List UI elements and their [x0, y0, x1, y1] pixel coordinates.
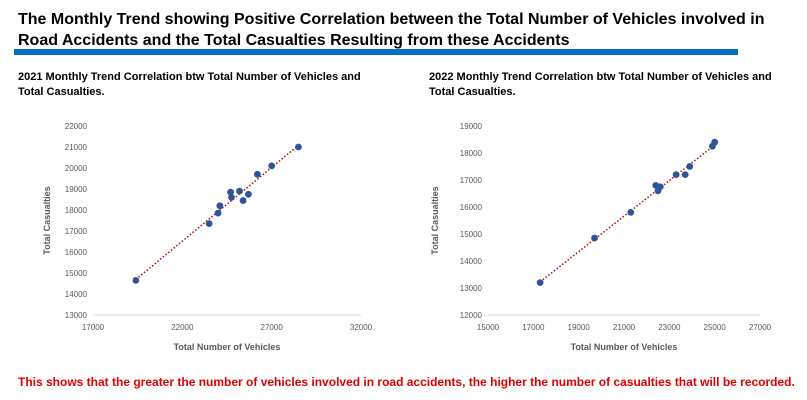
data-point [132, 276, 140, 284]
data-point [253, 170, 261, 178]
data-point [627, 209, 635, 216]
data-point [686, 163, 694, 170]
data-point [216, 202, 224, 210]
data-point [681, 171, 689, 179]
chart-title-2021: 2021 Monthly Trend Correlation btw Total… [18, 71, 361, 98]
x-tick-label: 25000 [704, 323, 727, 332]
x-tick-label: 19000 [568, 323, 591, 332]
chart-title-2022: 2022 Monthly Trend Correlation btw Total… [429, 71, 772, 98]
y-tick-label: 22000 [65, 122, 88, 131]
data-point [245, 190, 252, 198]
data-point [239, 197, 247, 204]
footer-note: This shows that the greater the number o… [18, 375, 795, 389]
y-tick-label: 18000 [460, 149, 483, 158]
data-point [711, 138, 719, 146]
x-tick-label: 17000 [82, 323, 105, 332]
y-tick-label: 14000 [460, 257, 483, 266]
x-tick-label: 17000 [522, 323, 545, 332]
y-tick-label: 16000 [460, 203, 483, 212]
y-tick-label: 15000 [460, 230, 483, 239]
x-tick-label: 22000 [171, 323, 194, 332]
page-title: The Monthly Trend showing Positive Corre… [18, 11, 765, 49]
y-tick-label: 13000 [460, 284, 483, 293]
data-point [591, 234, 598, 242]
y-tick-label: 19000 [65, 185, 88, 194]
y-axis-title: Total Casualties [430, 186, 440, 254]
y-tick-label: 14000 [65, 290, 88, 299]
y-tick-label: 18000 [65, 206, 88, 215]
x-tick-label: 21000 [613, 323, 636, 332]
data-point [227, 188, 234, 196]
x-tick-label: 27000 [749, 323, 772, 332]
y-tick-label: 17000 [460, 176, 483, 185]
data-point [295, 143, 302, 151]
data-point [536, 279, 544, 286]
x-axis-title: Total Number of Vehicles [174, 342, 281, 352]
data-point [205, 220, 213, 228]
y-tick-label: 13000 [65, 311, 88, 320]
y-tick-label: 12000 [460, 311, 483, 320]
title-rule [14, 49, 738, 55]
scatter-chart-2022: 12000 13000 14000 15000 16000 17000 18000 19000… [430, 122, 772, 352]
scatter-chart-2021: 13000 14000 15000 16000 17000 18000 19000 20000… [42, 122, 373, 352]
data-point [672, 171, 680, 179]
data-point [236, 187, 243, 195]
x-tick-label: 32000 [350, 323, 373, 332]
y-axis-title: Total Casualties [42, 186, 52, 254]
data-point [268, 162, 276, 170]
data-point [656, 183, 664, 191]
x-tick-label: 27000 [261, 323, 284, 332]
y-tick-label: 17000 [65, 227, 88, 236]
y-tick-label: 19000 [460, 122, 483, 131]
data-point [228, 194, 235, 201]
x-tick-label: 15000 [477, 323, 500, 332]
y-tick-label: 16000 [65, 248, 88, 257]
y-tick-label: 20000 [65, 164, 88, 173]
y-tick-label: 21000 [65, 143, 88, 152]
y-tick-label: 15000 [65, 269, 88, 278]
x-axis-title: Total Number of Vehicles [571, 342, 678, 352]
data-point [214, 209, 222, 217]
x-tick-label: 23000 [658, 323, 681, 332]
